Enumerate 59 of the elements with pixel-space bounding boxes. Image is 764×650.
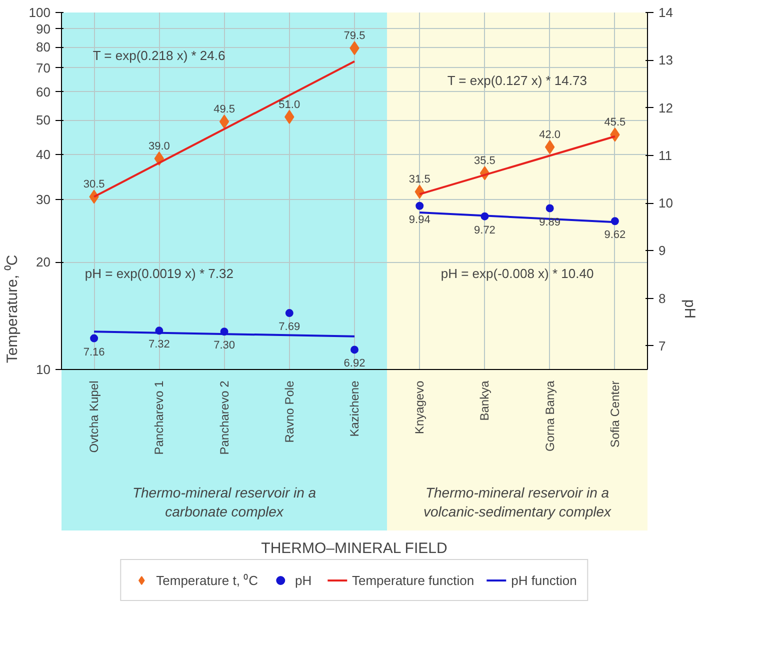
legend-label: Temperature t, ⁰C — [156, 572, 258, 589]
legend-label: Temperature function — [352, 572, 474, 588]
data-label: 30.5 — [83, 178, 105, 191]
data-label: 45.5 — [604, 116, 626, 129]
y-tick-label: 30 — [36, 192, 51, 207]
x-tick-label: Bankya — [478, 380, 492, 421]
y-tick-label: 70 — [36, 60, 51, 76]
data-label: 35.5 — [474, 155, 496, 168]
data-label: 6.92 — [344, 358, 366, 370]
y2-tick-label: 14 — [658, 5, 673, 20]
annotation: pH = exp(-0.008 x) * 10.40 — [440, 266, 594, 281]
data-label: 9.62 — [604, 229, 626, 242]
y2-tick-label: 10 — [658, 196, 673, 211]
y-tick-label: 100 — [28, 5, 51, 20]
data-label: 9.72 — [474, 224, 496, 236]
y-tick-label: 40 — [36, 147, 51, 162]
x-tick-label: Pancharevo 1 — [152, 380, 166, 455]
data-label: 7.69 — [278, 321, 300, 334]
data-label: 9.89 — [539, 216, 561, 228]
data-label: 7.32 — [148, 338, 170, 351]
data-label: 51.0 — [278, 98, 300, 111]
y2-tick-label: 8 — [658, 290, 666, 306]
text: THERMO–MINERAL FIELD — [261, 540, 448, 557]
y2-tick-label: 11 — [658, 148, 672, 163]
x-tick-label: Knyagevo — [412, 380, 427, 434]
x-tick-label: Ravno Pole — [282, 380, 296, 443]
annotation: T = exp(0.127 x) * 14.73 — [447, 72, 587, 88]
y-tick-label: 20 — [36, 254, 51, 270]
y2-tick-label: 13 — [658, 52, 673, 68]
data-label: 79.5 — [344, 30, 366, 42]
y-axis-title: Temperature, ⁰C — [4, 254, 21, 364]
x-tick-label: Gorna Banya — [542, 380, 557, 452]
data-label: 9.94 — [408, 214, 430, 226]
data-label: 39.0 — [148, 140, 170, 153]
y-tick-label: 90 — [36, 21, 51, 36]
x-tick-label: Kazichene — [348, 380, 362, 437]
annotation: T = exp(0.218 x) * 24.6 — [92, 48, 226, 63]
y2-tick-label: 7 — [658, 338, 666, 354]
y2-axis-title: pH — [680, 299, 698, 319]
legend-label: pH — [294, 572, 313, 588]
y-tick-label: 80 — [36, 40, 51, 55]
band-label: Thermo-mineral reservoir in a volcanic-sedimentary complex — [424, 484, 612, 520]
band-label: Thermo-mineral reservoir in a carbonate complex — [132, 484, 316, 520]
x-tick-label: Sofia Center — [608, 380, 622, 448]
data-label: 31.5 — [408, 174, 430, 186]
data-label: 49.5 — [214, 104, 235, 116]
data-label: 42.0 — [539, 129, 561, 142]
data-label: 7.16 — [83, 346, 105, 358]
y2-tick-label: 9 — [658, 243, 666, 258]
x-tick-label: Ovtcha Kupel — [87, 380, 102, 453]
legend-label: pH function — [511, 572, 577, 588]
x-tick-label: Pancharevo 2 — [217, 380, 232, 455]
y-tick-label: 10 — [36, 362, 51, 378]
y-tick-label: 50 — [36, 112, 51, 128]
annotation: pH = exp(0.0019 x) * 7.32 — [84, 266, 234, 281]
data-label: 7.30 — [214, 340, 235, 352]
y2-tick-label: 12 — [658, 100, 673, 116]
point — [219, 114, 230, 129]
y-tick-label: 60 — [36, 84, 51, 100]
